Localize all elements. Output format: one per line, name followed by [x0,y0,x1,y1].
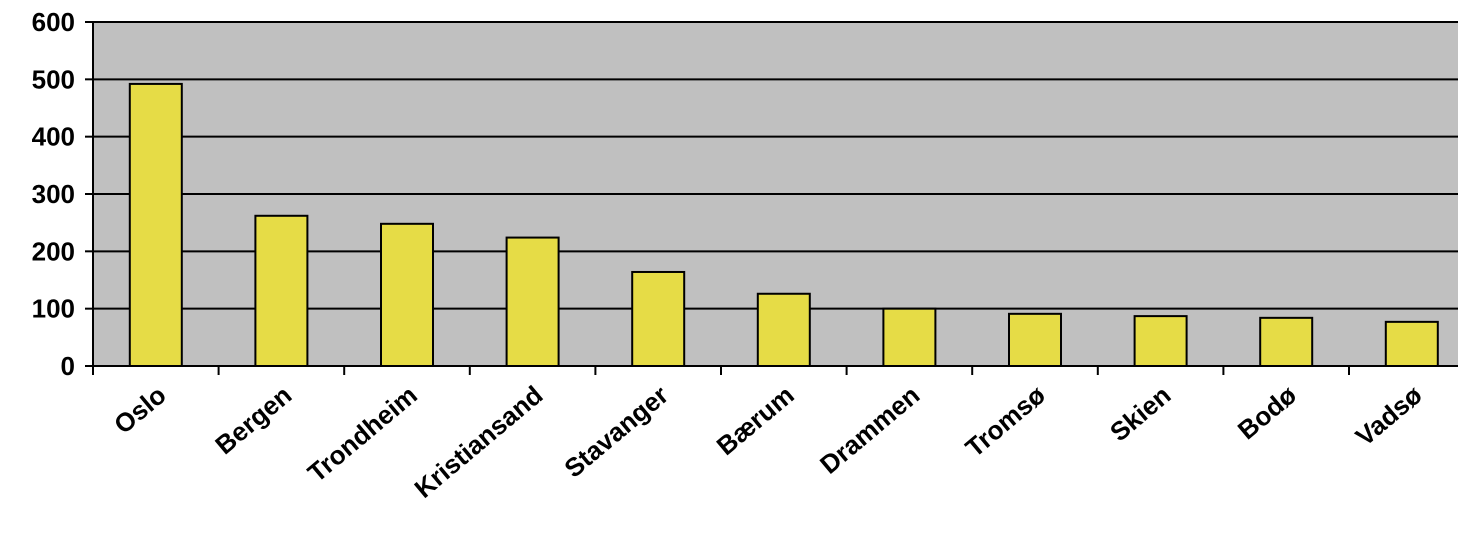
bar-stavanger [631,270,686,367]
x-label-vadsø: Vadsø [1350,380,1428,452]
bar-tromsø [1008,312,1062,367]
x-label-trondheim: Trondheim [302,380,423,488]
y-tick-label-600: 600 [32,7,75,37]
bar-bodø [1259,316,1314,367]
x-label-kristiansand: Kristiansand [409,380,549,504]
bar-oslo [128,82,183,367]
bar-bergen [254,214,309,367]
x-label-bergen: Bergen [209,380,297,461]
x-label-stavanger: Stavanger [558,380,674,484]
y-tick-label-300: 300 [32,179,75,209]
bar-drammen [882,307,937,367]
gridlines [93,21,1458,310]
y-tick-label-100: 100 [32,294,75,324]
y-tick-label-400: 400 [32,122,75,152]
x-label-bodø: Bodø [1232,380,1302,446]
bar-vadsø [1384,320,1439,367]
x-label-skien: Skien [1104,380,1176,448]
y-tick-label-0: 0 [61,351,75,381]
y-axis-ticks: 0 100 200 300 400 500 600 [32,7,93,381]
x-label-drammen: Drammen [814,380,925,480]
y-tick-label-500: 500 [32,64,75,94]
bar-bærum [756,292,811,368]
bars [128,82,1439,368]
y-tick-label-200: 200 [32,236,75,266]
bar-trondheim [380,222,434,367]
x-label-tromsø: Tromsø [960,380,1051,463]
bar-kristiansand [505,236,560,367]
x-label-bærum: Bærum [711,380,800,461]
x-label-oslo: Oslo [108,380,172,440]
bar-skien [1133,315,1188,367]
